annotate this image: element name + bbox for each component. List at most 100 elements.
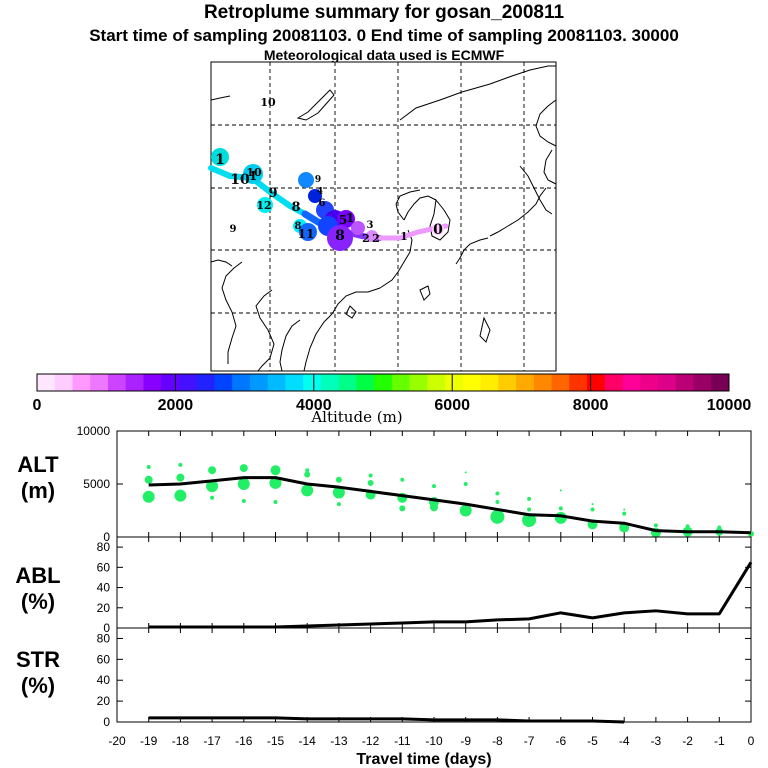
colorbar-cell bbox=[551, 374, 570, 391]
scatter-point bbox=[685, 524, 690, 529]
scatter-point bbox=[367, 479, 374, 486]
scatter-point bbox=[430, 503, 438, 512]
colorbar-cell bbox=[445, 374, 464, 391]
x-tick-label: -12 bbox=[362, 734, 380, 748]
time-series-panels: 0500010000ALT(m)020406080ABL(%)020406080… bbox=[15, 424, 754, 768]
colorbar-cell bbox=[214, 374, 233, 391]
colorbar-cell bbox=[178, 374, 198, 391]
panel-ylabel: STR bbox=[16, 647, 60, 672]
scatter-point bbox=[717, 525, 722, 530]
panel-ylabel: (%) bbox=[21, 589, 55, 614]
y-tick-label: 0 bbox=[103, 715, 110, 729]
scatter-point bbox=[591, 503, 594, 506]
y-tick-label: 0 bbox=[103, 621, 110, 635]
colorbar-cell bbox=[533, 374, 553, 391]
trajectory-clusters bbox=[211, 148, 444, 251]
colorbar-cell bbox=[249, 374, 269, 391]
y-tick-label: 20 bbox=[97, 694, 111, 708]
scatter-point bbox=[527, 496, 532, 501]
coastlines bbox=[210, 65, 557, 372]
x-axis-label: Travel time (days) bbox=[356, 751, 491, 768]
scatter-point bbox=[273, 500, 278, 505]
x-tick-label: 0 bbox=[748, 734, 755, 748]
day-label: 9 bbox=[230, 224, 237, 235]
day-label: 9 bbox=[315, 175, 321, 185]
meteorological-data-subtitle: Meteorological data used is ECMWF bbox=[263, 47, 505, 63]
colorbar-cell bbox=[693, 374, 712, 391]
colorbar-cell bbox=[90, 374, 109, 391]
scatter-point bbox=[174, 489, 187, 502]
day-label: 2 bbox=[362, 232, 370, 245]
day-label: 8 bbox=[291, 200, 300, 215]
colorbar-cell bbox=[232, 374, 251, 391]
panel-abl: 0 20 40 60 80 ABL(%) bbox=[15, 536, 753, 635]
scatter-point bbox=[399, 505, 406, 512]
colorbar-tick-label: 0 bbox=[33, 397, 42, 414]
x-tick-label: -2 bbox=[682, 734, 693, 748]
colorbar-cell bbox=[54, 374, 73, 391]
y-tick-label: 10000 bbox=[77, 424, 111, 438]
scatter-point bbox=[144, 475, 153, 484]
scatter-point bbox=[178, 462, 183, 467]
scatter-point bbox=[336, 502, 341, 507]
panel-ylabel: (%) bbox=[21, 673, 55, 698]
cluster-marker bbox=[366, 230, 378, 242]
colorbar-tick-label: 6000 bbox=[434, 397, 470, 414]
y-tick-label: 60 bbox=[97, 560, 111, 574]
y-tick-label: 40 bbox=[97, 581, 111, 595]
scatter-point bbox=[241, 498, 246, 503]
cluster-marker bbox=[351, 221, 365, 235]
panel-frame bbox=[116, 627, 752, 723]
cluster-marker bbox=[327, 225, 353, 251]
colorbar-cell bbox=[338, 374, 357, 391]
scatter-point bbox=[622, 511, 627, 516]
series-line bbox=[148, 476, 752, 535]
colorbar-cell bbox=[303, 374, 322, 391]
y-tick-label: 80 bbox=[97, 540, 111, 554]
x-tick-label: -14 bbox=[299, 734, 317, 748]
colorbar-cell bbox=[320, 374, 340, 391]
x-tick-label: -15 bbox=[267, 734, 285, 748]
x-tick-label: -17 bbox=[203, 734, 221, 748]
colorbar-cell bbox=[125, 374, 144, 391]
colorbar-label: Altitude (m) bbox=[310, 408, 402, 426]
cluster-marker bbox=[243, 164, 263, 184]
colorbar-cell bbox=[516, 374, 535, 391]
x-tick-label: -9 bbox=[460, 734, 471, 748]
colorbar-cell bbox=[285, 374, 304, 391]
colorbar-cell bbox=[356, 374, 375, 391]
scatter-point bbox=[400, 477, 405, 482]
cluster-marker bbox=[257, 197, 273, 213]
x-tick-label: -20 bbox=[108, 734, 126, 748]
colorbar-cell bbox=[675, 374, 695, 391]
colorbar-tick-label: 4000 bbox=[296, 397, 332, 414]
scatter-point bbox=[522, 513, 537, 528]
scatter-point bbox=[558, 506, 563, 511]
scatter-point bbox=[623, 508, 626, 511]
day-label: 0 bbox=[433, 222, 443, 238]
scatter-point bbox=[332, 486, 345, 499]
scatter-point bbox=[490, 509, 505, 524]
scatter-point bbox=[206, 480, 219, 493]
cluster-marker bbox=[298, 172, 314, 188]
scatter-point bbox=[432, 484, 436, 489]
colorbar-cell bbox=[640, 374, 659, 391]
day-label: 3 bbox=[367, 220, 374, 231]
x-tick-label: -7 bbox=[524, 734, 535, 748]
day-label: 4 bbox=[317, 187, 323, 197]
cluster-marker bbox=[299, 223, 317, 241]
day-label: 10 bbox=[260, 96, 276, 109]
cluster-marker bbox=[337, 210, 355, 228]
x-tick-label: -5 bbox=[587, 734, 598, 748]
x-tick-label: -6 bbox=[555, 734, 566, 748]
scatter-point bbox=[237, 478, 250, 490]
colorbar-cell bbox=[480, 374, 499, 391]
x-tick-label: -18 bbox=[172, 734, 190, 748]
panel-frame bbox=[116, 536, 752, 629]
y-tick-label: 20 bbox=[97, 601, 111, 615]
colorbar-cell bbox=[409, 374, 428, 391]
cluster-marker bbox=[211, 148, 229, 166]
